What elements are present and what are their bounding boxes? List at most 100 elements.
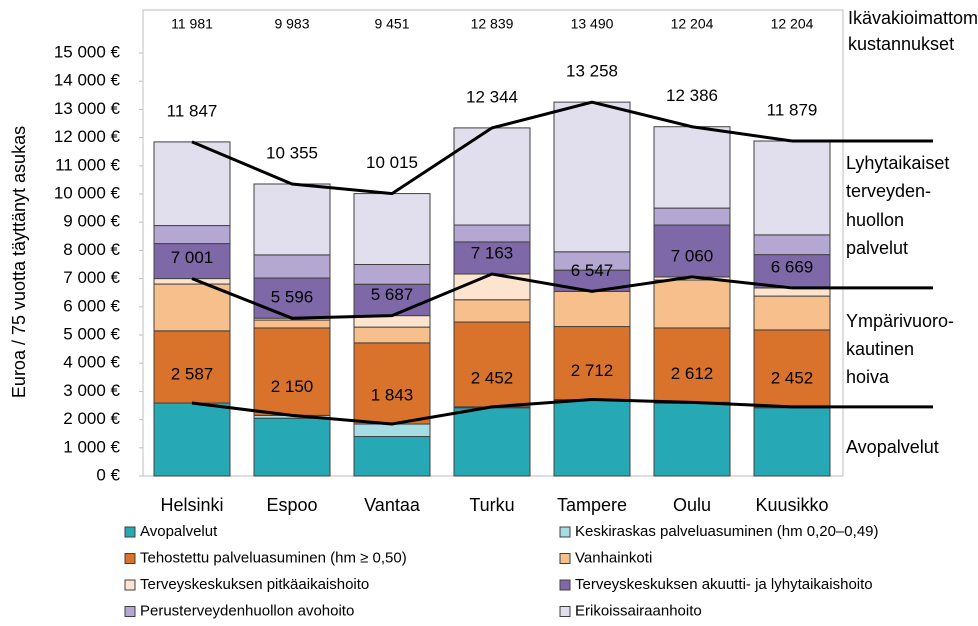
y-tick-label: 11 000 €	[55, 155, 120, 174]
legend-label: Perusterveydenhuollon avohoito	[140, 602, 354, 619]
line	[191, 398, 793, 426]
bar-segment	[653, 279, 731, 329]
line-value-label: 12 344	[466, 87, 518, 106]
legend-label: Erikoissairaanhoito	[575, 602, 702, 619]
y-tick-label: 10 000 €	[54, 183, 121, 202]
y-tick-label: 0 €	[96, 465, 120, 484]
bar-segment	[753, 295, 831, 331]
y-tick-label: 7 000 €	[63, 268, 120, 287]
bar-segment	[453, 241, 531, 275]
legend-label: Vanhainkoti	[575, 549, 652, 566]
unadjusted-label: 9 983	[274, 16, 309, 32]
line-value-label: 12 386	[666, 86, 718, 105]
bar-segment	[353, 326, 431, 344]
legend-swatch	[124, 526, 136, 538]
bar-segment	[253, 319, 331, 329]
x-tick-label: Espoo	[266, 495, 317, 515]
x-tick-label: Tampere	[557, 495, 627, 515]
unadjusted-label: 11 981	[171, 16, 213, 32]
y-tick-label: 4 000 €	[63, 353, 120, 372]
y-tick-label: 3 000 €	[63, 381, 120, 400]
bar-segment	[653, 126, 731, 209]
bar-segment	[653, 327, 731, 403]
bar-segment	[553, 290, 631, 328]
line-value-label: 2 587	[171, 365, 214, 384]
legend-swatch	[559, 526, 571, 538]
x-tick-label: Oulu	[673, 495, 711, 515]
y-tick-label: 6 000 €	[63, 296, 120, 315]
line-value-label: 6 669	[771, 257, 814, 276]
line-name: Ympärivuoro-	[846, 311, 954, 331]
bar-segment	[353, 264, 431, 285]
line-value-label: 10 015	[366, 153, 418, 172]
line-value-label: 10 355	[266, 143, 318, 162]
line-value-label: 7 001	[171, 248, 214, 267]
unadjusted-label: 13 490	[571, 16, 614, 32]
bar-segment	[153, 243, 231, 280]
legend-swatch	[124, 606, 136, 617]
line-value-label: 2 612	[671, 364, 714, 383]
x-tick-label: Turku	[469, 495, 514, 515]
unadjusted-label: 12 839	[471, 16, 514, 32]
bar-segment	[253, 277, 331, 319]
line-name: Lyhytaikaiset	[846, 153, 949, 173]
bar-segment	[153, 402, 231, 477]
y-tick-label: 2 000 €	[63, 409, 120, 428]
line-value-label: 13 258	[566, 62, 618, 81]
bar-segment	[153, 225, 231, 245]
bar-segment	[353, 423, 431, 438]
bar-segment	[653, 224, 731, 278]
y-tick-label: 8 000 €	[63, 240, 120, 259]
y-tick-label: 13 000 €	[54, 99, 121, 118]
bar-segment	[553, 326, 631, 401]
line-name: terveyden-	[846, 181, 931, 201]
bar-segment	[553, 399, 631, 477]
line-value-label: 7 163	[471, 243, 514, 262]
y-axis-title: Euroa / 75 vuotta täyttänyt asukas	[9, 126, 29, 398]
bar-segment	[453, 224, 531, 243]
legend-swatch	[559, 553, 571, 564]
x-tick-label: Kuusikko	[755, 495, 828, 515]
line-value-label: 6 547	[571, 261, 614, 280]
y-tick-label: 14 000 €	[54, 71, 121, 90]
line-value-label: 7 060	[671, 246, 714, 265]
y-tick-label: 15 000 €	[54, 42, 121, 61]
bar-segment	[253, 183, 331, 256]
bar-segment	[653, 402, 731, 477]
line-value-label: 1 843	[371, 386, 414, 405]
unadjusted-label: 9 451	[374, 16, 409, 32]
y-tick-label: 5 000 €	[63, 324, 120, 343]
unadjusted-label: 12 204	[671, 16, 714, 32]
bar-segment	[353, 342, 431, 425]
line-value-label: 2 452	[771, 368, 814, 387]
bar-segment	[253, 417, 331, 477]
legend-label: Avopalvelut	[140, 523, 218, 540]
line-name: Avopalvelut	[846, 437, 939, 457]
y-tick-label: 12 000 €	[54, 127, 121, 146]
legend-swatch	[559, 606, 571, 617]
bar-segment	[153, 283, 231, 332]
line-value-label: 2 712	[571, 361, 614, 380]
bar-segment	[253, 254, 331, 279]
x-tick-label: Vantaa	[364, 495, 421, 515]
bar-segment	[753, 407, 831, 477]
bar-segment	[453, 299, 531, 323]
bar-segment	[553, 101, 631, 253]
line-name: huollon	[846, 210, 904, 230]
line-value-label: 5 596	[271, 288, 314, 307]
line-name: kautinen	[846, 339, 914, 359]
line-name: palvelut	[846, 238, 908, 258]
line-value-label: 2 452	[471, 368, 514, 387]
line-value-label: 2 150	[271, 377, 314, 396]
y-tick-label: 9 000 €	[63, 212, 120, 231]
unadjusted-label: 12 204	[771, 16, 814, 32]
legend-label: Keskiraskas palveluasuminen (hm 0,20–0,4…	[575, 523, 879, 540]
legend-label: Terveyskeskuksen pitkäaikaishoito	[140, 576, 369, 593]
legend-swatch	[124, 579, 136, 591]
line-name: hoiva	[846, 367, 890, 387]
bar-segment	[753, 234, 831, 256]
legend-swatch	[559, 579, 571, 591]
unadjusted-title: Ikävakioimattomat	[848, 8, 978, 28]
